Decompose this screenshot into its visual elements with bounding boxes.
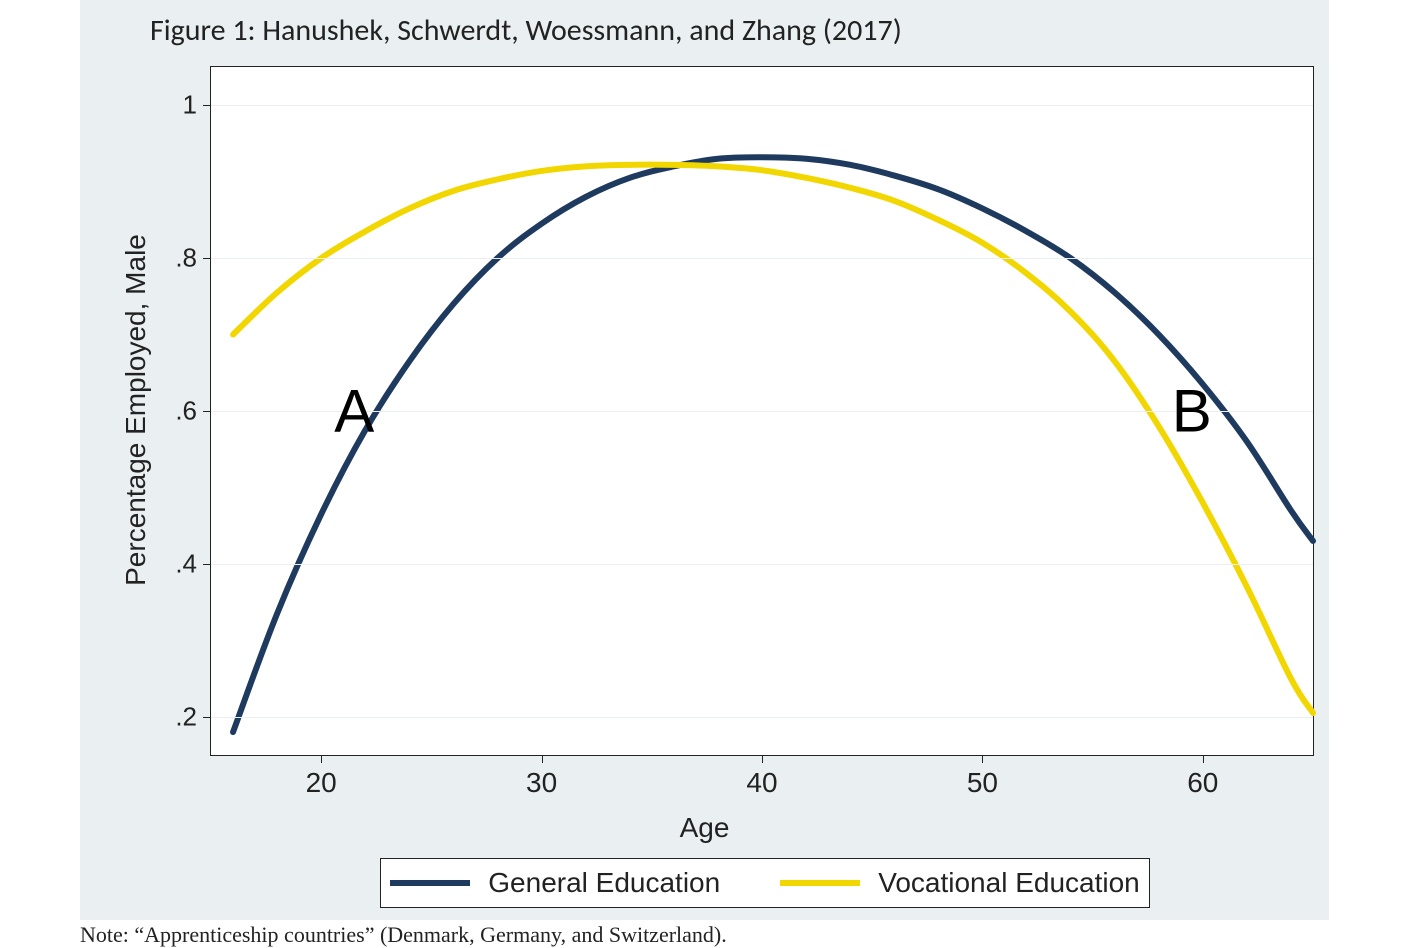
x-tick-mark	[982, 755, 983, 763]
chart-annotation: B	[1172, 377, 1212, 446]
grid-line	[211, 411, 1313, 412]
series-line	[233, 165, 1313, 713]
figure-title: Figure 1: Hanushek, Schwerdt, Woessmann,…	[150, 12, 902, 49]
y-tick-mark	[203, 564, 211, 565]
legend-swatch	[390, 880, 470, 886]
grid-line	[211, 105, 1313, 106]
legend-label: General Education	[488, 867, 720, 899]
chart-annotation: A	[334, 377, 374, 446]
grid-line	[211, 258, 1313, 259]
page: Figure 1: Hanushek, Schwerdt, Woessmann,…	[0, 0, 1409, 947]
y-axis-label: Percentage Employed, Male	[120, 234, 152, 586]
legend-item: Vocational Education	[780, 867, 1140, 899]
x-tick-mark	[321, 755, 322, 763]
figure-note: Note: “Apprenticeship countries” (Denmar…	[80, 922, 727, 948]
plot-area: .2.4.6.812030405060AB	[210, 66, 1314, 756]
legend-item: General Education	[390, 867, 720, 899]
x-tick-mark	[1203, 755, 1204, 763]
figure-container: Figure 1: Hanushek, Schwerdt, Woessmann,…	[80, 0, 1329, 920]
x-tick-mark	[762, 755, 763, 763]
grid-line	[211, 717, 1313, 718]
y-tick-mark	[203, 258, 211, 259]
y-tick-mark	[203, 105, 211, 106]
x-tick-mark	[542, 755, 543, 763]
legend-swatch	[780, 880, 860, 886]
y-tick-mark	[203, 411, 211, 412]
series-line	[233, 157, 1313, 732]
grid-line	[211, 564, 1313, 565]
y-tick-mark	[203, 717, 211, 718]
legend-label: Vocational Education	[878, 867, 1140, 899]
x-axis-label: Age	[680, 812, 730, 844]
legend: General Education Vocational Education	[380, 858, 1150, 908]
